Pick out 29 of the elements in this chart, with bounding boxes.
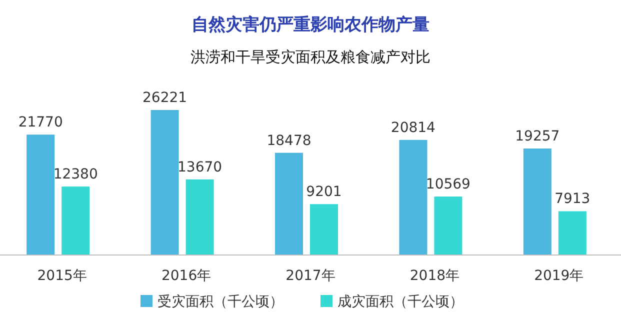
bar: [150, 110, 179, 255]
data-label: 18478: [266, 132, 312, 149]
x-tick-label: 2017年: [286, 268, 336, 284]
bar: [186, 179, 214, 255]
data-label: 26221: [142, 90, 188, 106]
data-label: 13670: [178, 159, 222, 176]
legend-label: 成灾面积（千公顷）: [338, 294, 464, 310]
bar: [399, 140, 428, 255]
data-label: 10569: [426, 176, 470, 193]
bar: [434, 196, 462, 255]
x-tick-label: 2016年: [161, 268, 212, 284]
bar: [62, 186, 90, 255]
data-label: 21770: [18, 114, 63, 131]
x-tick-label: 2019年: [534, 268, 584, 284]
x-tick-label: 2018年: [410, 268, 460, 284]
data-label: 7913: [554, 191, 590, 208]
data-label: 20814: [390, 120, 436, 136]
legend-label: 受灾面积（千公顷）: [158, 294, 284, 310]
data-label: 12380: [53, 166, 98, 183]
chart-subtitle: 洪涝和干旱受灾面积及粮食减产对比: [190, 48, 430, 66]
chart-title: 自然灾害仍严重影响农作物产量: [192, 15, 430, 35]
bar: [523, 148, 552, 255]
data-label: 19257: [515, 128, 560, 145]
bar: [558, 211, 586, 255]
x-tick-label: 2015年: [37, 268, 87, 284]
data-label: 9201: [306, 184, 342, 200]
bar: [26, 134, 55, 255]
bar: [275, 152, 303, 255]
bar: [310, 204, 338, 255]
